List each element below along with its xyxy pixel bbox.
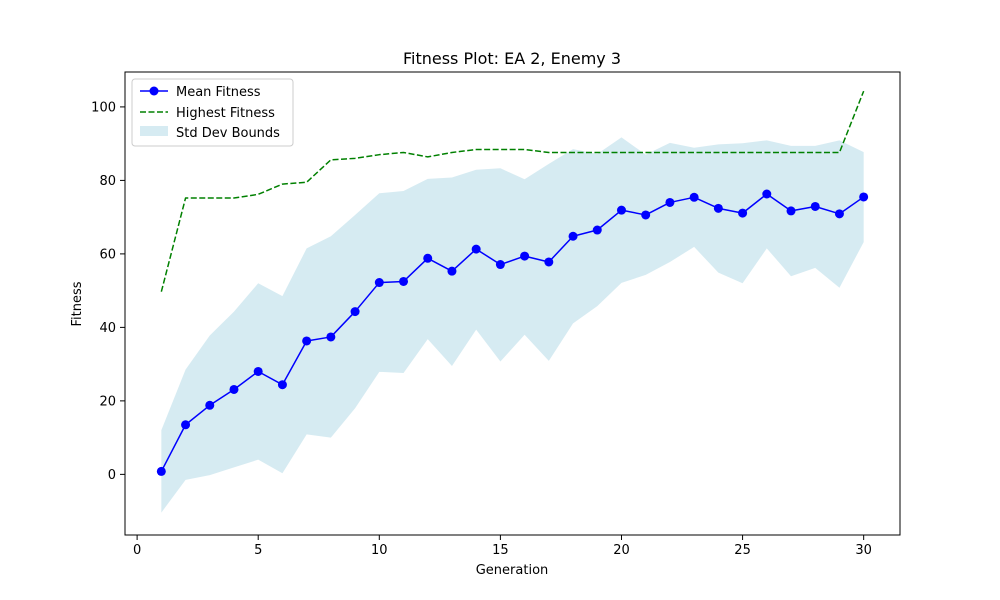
x-axis-ticks: 0 5 10 15 20 25 30 (133, 535, 872, 558)
axes-frame (124, 71, 901, 536)
mean-fitness-point (229, 384, 239, 394)
x-tick-label: 20 (613, 543, 630, 558)
mean-fitness-point (326, 332, 336, 342)
std-dev-band (161, 137, 864, 513)
y-tick-label: 20 (99, 394, 116, 409)
legend-box (131, 78, 294, 147)
x-axis-label: Generation (476, 563, 549, 578)
mean-fitness-point (738, 208, 748, 218)
mean-fitness-point (786, 206, 796, 216)
mean-fitness-point (568, 231, 578, 241)
x-tick-label: 10 (371, 543, 388, 558)
mean-fitness-point (544, 257, 554, 267)
legend-label-highest-fitness: Highest Fitness (176, 106, 275, 121)
mean-fitness-point (713, 203, 723, 213)
y-tick-label: 60 (99, 247, 116, 262)
legend-mean-marker-icon (149, 86, 159, 96)
mean-fitness-point (471, 244, 481, 254)
mean-fitness-line (160, 193, 865, 472)
mean-fitness-point (302, 336, 312, 346)
chart-title: Fitness Plot: EA 2, Enemy 3 (403, 49, 621, 68)
y-tick-label: 100 (91, 100, 116, 115)
mean-fitness-point (447, 266, 457, 276)
mean-fitness-point (641, 210, 651, 220)
x-tick-label: 15 (492, 543, 509, 558)
mean-fitness-point (834, 209, 844, 219)
legend-label-mean-fitness: Mean Fitness (176, 85, 261, 100)
mean-fitness-point (277, 380, 287, 390)
mean-fitness-point (156, 466, 166, 476)
mean-fitness-point (181, 420, 191, 430)
x-tick-label: 25 (734, 543, 751, 558)
mean-fitness-point (689, 192, 699, 202)
mean-fitness-point (592, 225, 602, 235)
mean-fitness-point (423, 253, 433, 263)
mean-fitness-point (205, 400, 215, 410)
legend-band-swatch-icon (140, 126, 168, 136)
y-axis-label: Fitness (70, 281, 85, 326)
mean-fitness-point (520, 251, 530, 261)
mean-fitness-point (253, 366, 263, 376)
y-tick-label: 0 (108, 468, 116, 483)
mean-fitness-point (399, 276, 409, 286)
legend-label-std-dev-bounds: Std Dev Bounds (176, 126, 280, 141)
mean-fitness-point (810, 201, 820, 211)
mean-fitness-point (665, 197, 675, 207)
legend: Mean Fitness Highest Fitness Std Dev Bou… (131, 78, 294, 147)
mean-fitness-point (350, 307, 360, 317)
y-tick-label: 80 (99, 174, 116, 189)
mean-fitness-point (495, 260, 505, 270)
highest-fitness-line (160, 90, 865, 292)
mean-fitness-point (859, 192, 869, 202)
x-tick-label: 5 (254, 543, 262, 558)
y-tick-label: 40 (99, 321, 116, 336)
mean-fitness-point (616, 205, 626, 215)
x-tick-label: 0 (133, 543, 141, 558)
series-layer (156, 90, 869, 476)
y-axis-ticks: 0 20 40 60 80 100 (91, 100, 125, 483)
mean-fitness-point (374, 278, 384, 288)
std-dev-band-layer (161, 137, 864, 513)
x-tick-label: 30 (855, 543, 872, 558)
mean-fitness-point (762, 189, 772, 199)
